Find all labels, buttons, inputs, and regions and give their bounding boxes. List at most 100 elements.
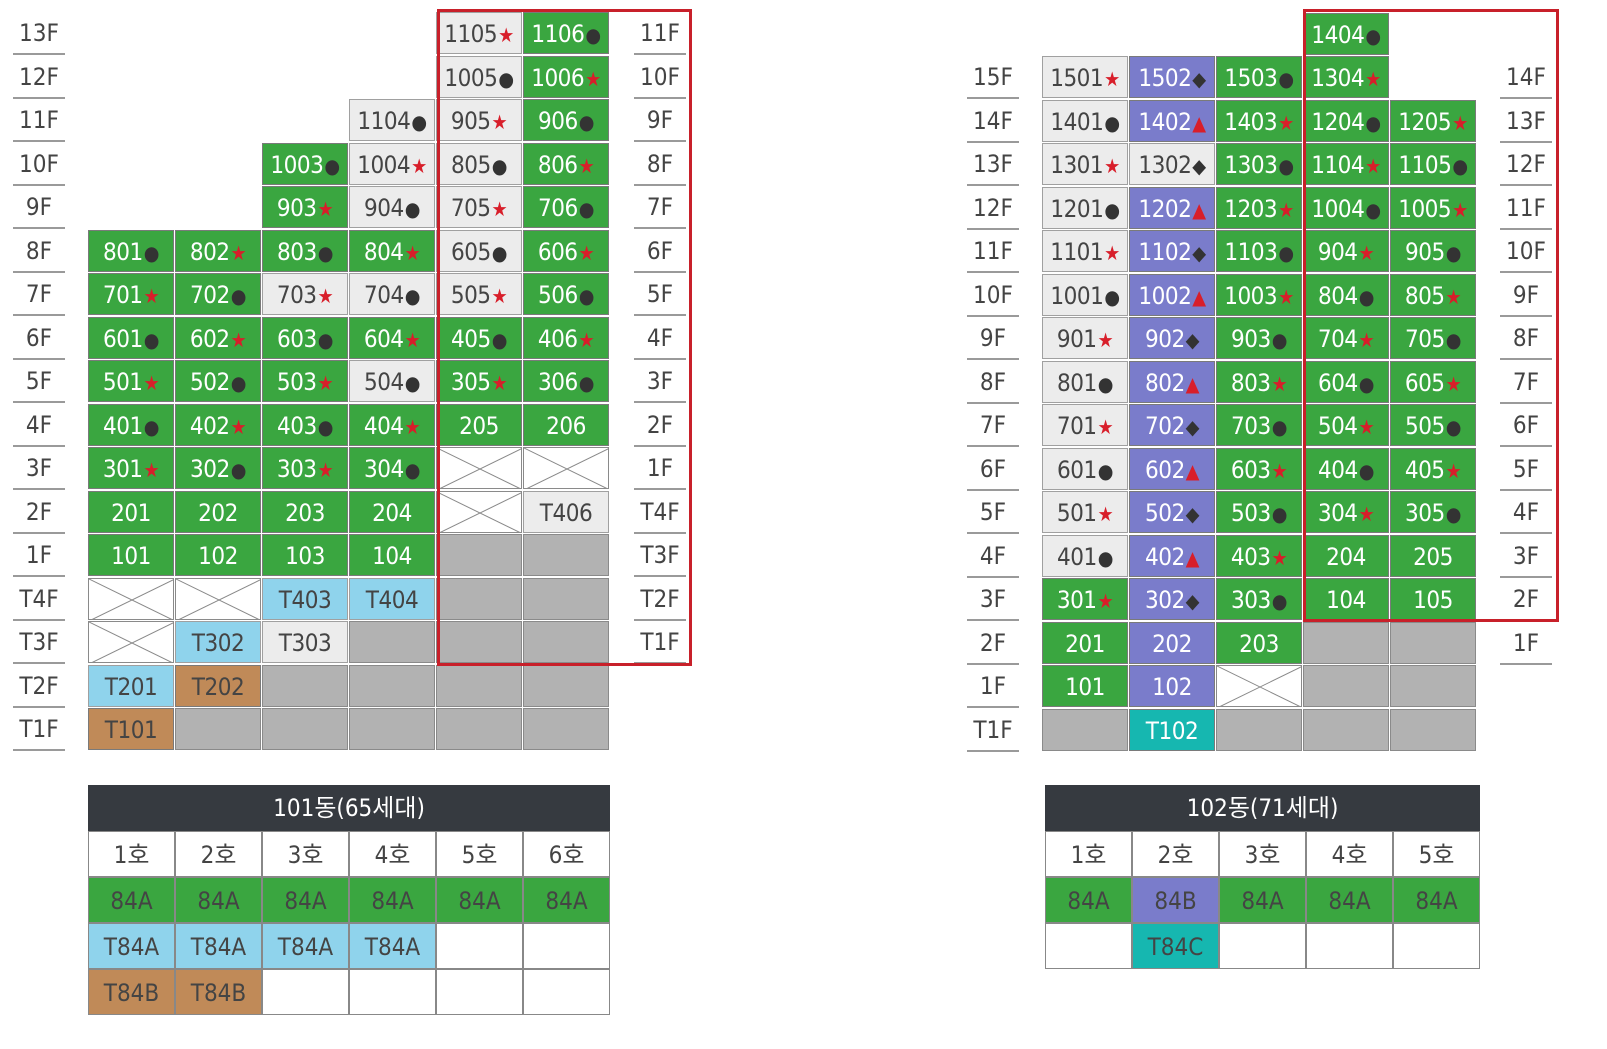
unit-cell: 1004★ [349,142,435,185]
floor-label-right: 13F [1500,100,1552,143]
empty-cell [1303,708,1389,751]
star-icon: ★ [143,371,160,395]
empty-cell [436,664,522,707]
legend-type-cell [436,969,523,1015]
floor-label-left: 9F [13,186,65,229]
star-icon: ★ [1278,197,1294,222]
legend-header-cell: 4호 [349,831,436,877]
unit-number: T406 [539,498,593,527]
unit-cell: 203 [262,490,348,533]
unit-cell: 501★ [88,360,174,402]
unit-number: 605 [451,237,491,266]
unit-number: 1303 [1224,151,1278,179]
cross-mark-icon [437,448,521,488]
unit-number: 703 [1231,412,1271,440]
unit-cell: 1005★ [1390,186,1476,229]
unit-cell: 403● [262,403,348,446]
empty-cell [262,664,348,707]
unit-cell: 305★ [436,360,522,402]
unit-number: 901 [1056,325,1097,353]
tri-icon: ▲ [1185,458,1200,483]
unit-number: 1005 [444,63,498,92]
floor-label-right: 4F [1500,491,1552,534]
unit-number: 802 [1144,368,1185,397]
unit-number: 603 [1230,455,1271,484]
unit-cell: T202 [175,664,261,707]
unit-number: 801 [103,237,143,266]
unit-number: T404 [365,585,419,614]
unit-cell: 1303● [1216,143,1302,185]
dot-icon: ● [578,197,595,221]
star-icon: ★ [578,153,595,178]
unit-cell: 1103● [1216,230,1302,272]
dot-icon: ● [1104,110,1120,135]
unit-number: 805 [451,150,491,179]
unit-cell: 101 [1042,665,1128,707]
unit-number: 1005 [1398,194,1452,223]
legend-type-cell: 84A [1045,877,1132,923]
unit-number: 1104 [1311,151,1365,179]
star-icon: ★ [1445,284,1462,309]
dot-icon: ● [1358,458,1375,483]
unit-cell: 305● [1390,491,1476,533]
cross-mark-icon [89,622,173,662]
floor-label-left: 6F [13,317,65,360]
unit-number: 101 [1065,673,1105,701]
floor-label-right: 1F [1500,622,1552,665]
star-icon: ★ [1278,110,1294,135]
dia-icon: ◆ [1185,589,1200,613]
unit-cell: 805★ [1390,273,1476,316]
unit-cell: 1106● [523,12,609,54]
star-icon: ★ [578,327,595,352]
unit-number: 103 [285,542,325,570]
unit-number: 603 [277,324,317,353]
unit-number: 704 [364,281,404,309]
unit-cell: 201 [1042,621,1128,664]
empty-cell [523,664,609,707]
unit-number: 304 [1317,499,1358,527]
unit-cell: 303★ [262,447,348,489]
empty-cell [436,534,522,576]
unit-cell: 704● [349,273,435,315]
unit-cell: 202 [1129,621,1215,664]
unit-cell: 301★ [88,447,174,489]
dot-icon: ● [1445,328,1462,352]
unit-number: 605 [1404,368,1445,397]
unit-cell: 603★ [1216,447,1302,490]
star-icon: ★ [1104,154,1120,178]
floor-label-left: 11F [967,230,1019,273]
star-icon: ★ [230,240,247,265]
unit-number: 304 [364,455,404,483]
unit-cell: 1404● [1303,12,1389,55]
unit-number: 505 [1405,412,1445,440]
legend-header-cell: 2호 [175,831,262,877]
legend-header-cell: 3호 [1219,831,1306,877]
empty-cell [349,708,435,750]
unit-number: T403 [278,585,332,614]
unit-cell: 903★ [262,186,348,228]
cross-mark-icon [437,491,521,532]
legend-type-cell: T84A [349,923,436,969]
unit-cell: 204 [349,490,435,533]
unit-number: 1106 [531,20,585,48]
unit-number: 303 [276,455,317,483]
star-icon: ★ [491,284,508,308]
unit-number: 204 [372,498,412,527]
floor-label-left: 12F [967,187,1019,230]
unit-cell: T303 [262,621,348,663]
legend-type-cell [349,969,436,1015]
floor-label-left: 1F [967,665,1019,708]
tri-icon: ▲ [1192,284,1206,309]
unit-number: 502 [1144,499,1185,527]
unit-cell: 504● [349,360,435,402]
dot-icon: ● [317,414,334,439]
unit-number: 401 [103,411,143,440]
floor-label-right: T4F [634,491,686,534]
empty-cell [523,577,609,620]
star-icon: ★ [491,371,508,395]
dot-icon: ● [230,371,247,395]
unit-number: 705 [1405,325,1445,353]
unit-cell: 202 [175,490,261,533]
dot-icon: ● [1365,197,1381,222]
dot-icon: ● [1278,67,1294,91]
